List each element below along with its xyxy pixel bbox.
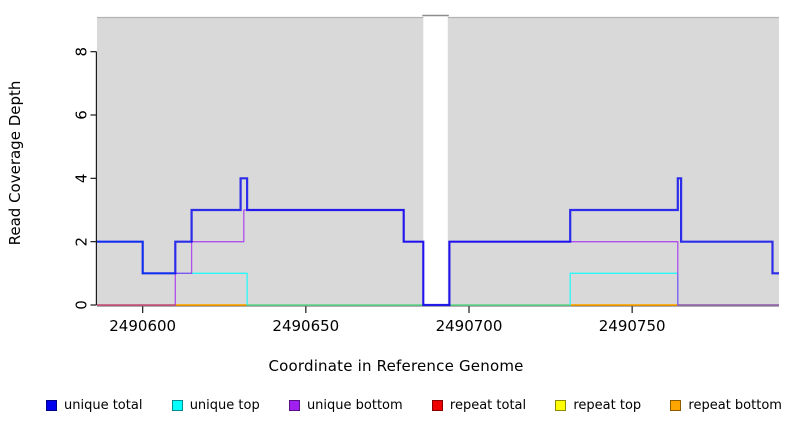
y-tick-label: 6 — [73, 110, 91, 120]
legend-item-repeat-bottom: repeat bottom — [670, 398, 782, 413]
y-axis-title: Read Coverage Depth — [6, 80, 24, 246]
legend-label: repeat bottom — [688, 398, 782, 413]
legend-swatch-icon — [288, 400, 300, 411]
legend-item-repeat-total: repeat total — [431, 398, 527, 413]
legend-item-repeat-top: repeat top — [555, 398, 641, 413]
coverage-plot: 0 2 4 6 8 2490600 2490650 2490700 2490750 — [73, 14, 779, 335]
legend-label: repeat top — [573, 398, 642, 413]
legend-item-unique-bottom: unique bottom — [288, 398, 403, 413]
legend-swatch-icon — [555, 400, 567, 411]
chart-legend: unique total unique top unique bottom repea… — [46, 398, 782, 413]
x-axis-title: Coordinate in Reference Genome — [268, 357, 524, 375]
x-tick-label: 2490750 — [599, 317, 666, 335]
legend-label: unique bottom — [306, 398, 403, 413]
y-tick-label: 0 — [73, 300, 91, 310]
legend-swatch-icon — [670, 400, 682, 411]
x-tick-label: 2490700 — [436, 317, 503, 335]
y-tick-label: 2 — [73, 237, 91, 247]
no-data-gap — [423, 14, 448, 306]
legend-swatch-icon — [431, 400, 443, 411]
legend-item-unique-top: unique top — [171, 398, 260, 413]
legend-swatch-icon — [171, 400, 183, 411]
legend-item-unique-total: unique total — [46, 398, 142, 413]
x-tick-label: 2490600 — [109, 317, 176, 335]
y-tick-label: 8 — [73, 47, 91, 57]
legend-swatch-icon — [46, 400, 57, 411]
legend-label: repeat total — [449, 398, 527, 413]
x-tick-label: 2490650 — [272, 317, 339, 335]
legend-label: unique total — [64, 398, 143, 413]
y-tick-label: 4 — [73, 174, 91, 184]
series-line-unique-total — [97, 177, 779, 307]
legend-label: unique top — [189, 398, 260, 413]
